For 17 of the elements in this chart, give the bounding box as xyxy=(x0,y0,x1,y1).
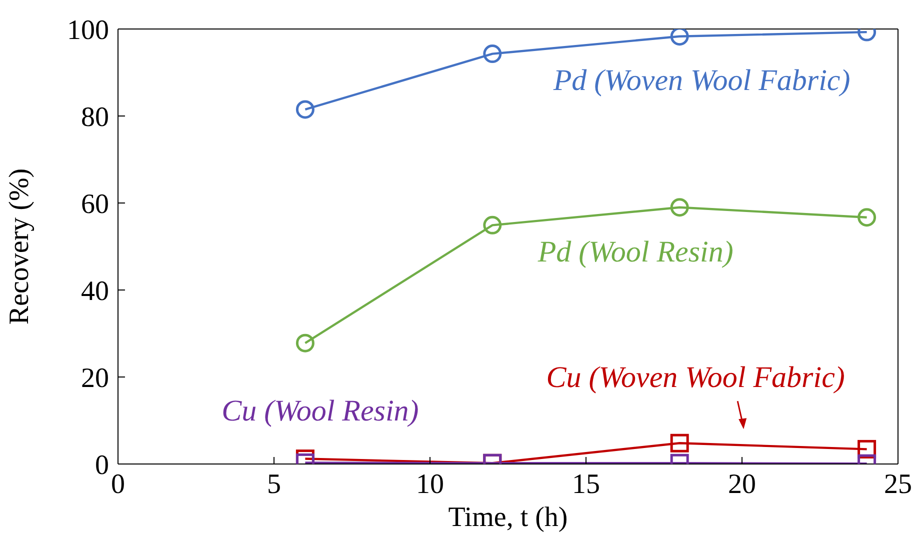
y-tick-label: 100 xyxy=(67,14,109,46)
y-tick-label: 80 xyxy=(81,102,109,133)
series-label: Cu (Woven Wool Fabric) xyxy=(546,361,845,394)
y-tick-label: 20 xyxy=(81,362,109,394)
x-axis-title: Time, t (h) xyxy=(448,502,568,533)
x-tick-label: 15 xyxy=(572,468,600,500)
y-tick-label: 60 xyxy=(81,188,109,220)
x-tick-label: 10 xyxy=(416,468,444,500)
y-tick-label: 0 xyxy=(95,450,109,481)
y-axis-title: Recovery (%) xyxy=(4,168,35,325)
series-label: Cu (Wool Resin) xyxy=(222,394,419,428)
x-tick-label: 5 xyxy=(267,468,281,500)
series-label: Pd (Woven Wool Fabric) xyxy=(552,64,850,98)
series-label: Pd (Wool Resin) xyxy=(536,235,734,268)
x-tick-label: 25 xyxy=(884,468,912,500)
x-tick-label: 20 xyxy=(728,468,756,500)
y-tick-label: 40 xyxy=(81,276,109,307)
